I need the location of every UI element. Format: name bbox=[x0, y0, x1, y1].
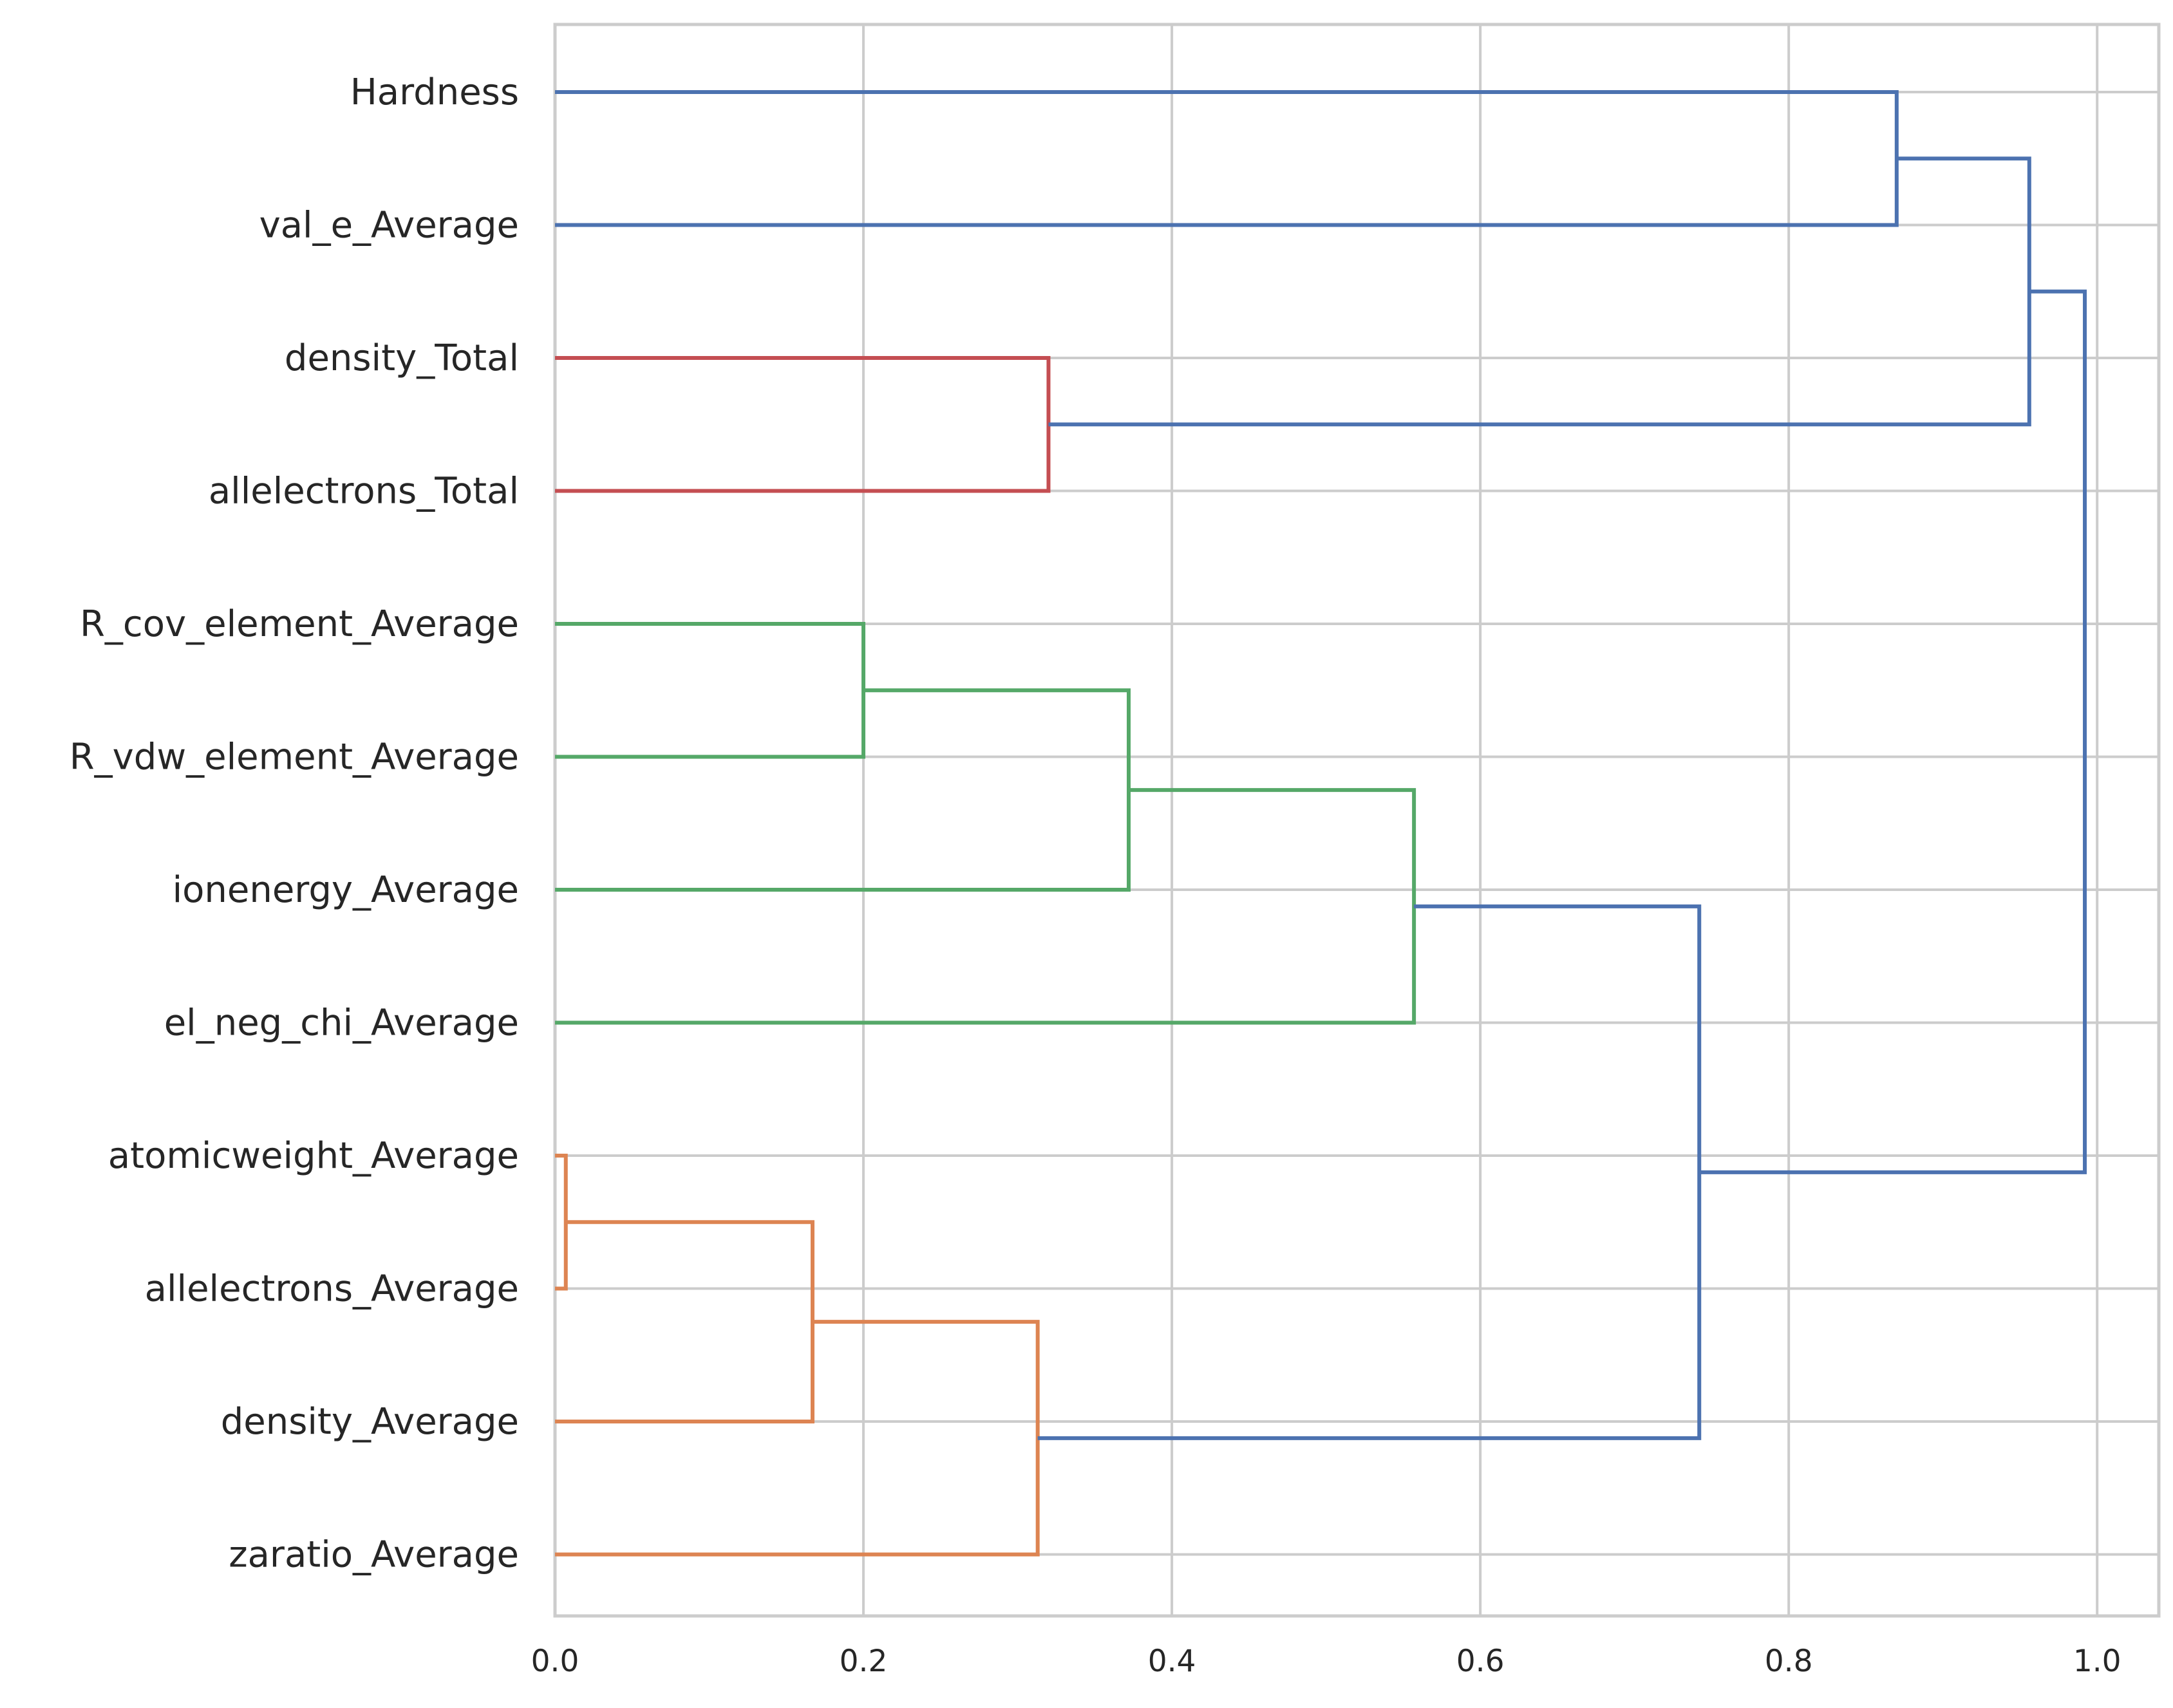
x-tick-label: 1.0 bbox=[2073, 1644, 2121, 1679]
dendrogram-link bbox=[555, 788, 1416, 1025]
dendrogram-link bbox=[555, 1154, 568, 1291]
grid-lines bbox=[554, 24, 2159, 1616]
dendrogram-link bbox=[555, 356, 1051, 493]
leaf-labels: Hardness val_e_Average density_Totalallele… bbox=[70, 71, 519, 1576]
leaf-label: allelectrons_Average bbox=[145, 1268, 519, 1310]
x-tick-label: 0.2 bbox=[840, 1644, 888, 1679]
x-tick-label: 0.0 bbox=[531, 1644, 579, 1679]
dendrogram-link bbox=[1037, 904, 1702, 1440]
dendrogram-link bbox=[555, 1220, 814, 1423]
plot-frame bbox=[553, 23, 2161, 1618]
leaf-label: atomicweight_Average bbox=[108, 1135, 519, 1177]
leaf-label: R_cov_element_Average bbox=[80, 603, 519, 645]
leaf-label: density_Average bbox=[221, 1401, 519, 1443]
x-tick-label: 0.6 bbox=[1456, 1644, 1505, 1679]
leaf-label: val_e_Average bbox=[259, 205, 519, 247]
leaf-label: density_Total bbox=[285, 337, 519, 379]
leaf-label: allelectrons_Total bbox=[209, 471, 519, 512]
leaf-label: Hardness bbox=[350, 71, 519, 113]
leaf-label: R_vdw_element_Average bbox=[70, 737, 519, 778]
dendrogram-links bbox=[555, 90, 2087, 1557]
dendrogram-link bbox=[1699, 289, 2087, 1174]
dendrogram-link bbox=[555, 622, 866, 759]
dendrogram-link bbox=[1048, 156, 2031, 427]
dendrogram-link bbox=[555, 1320, 1040, 1557]
dendrogram-link bbox=[555, 90, 1899, 227]
x-tick-label: 0.8 bbox=[1765, 1644, 1813, 1679]
x-axis-tick-labels: 0.0 0.2 0.4 0.6 0.8 1.0 bbox=[531, 1644, 2121, 1679]
leaf-label: zaratio_Average bbox=[229, 1534, 519, 1576]
dendrogram-link bbox=[555, 688, 1131, 892]
x-tick-label: 0.4 bbox=[1148, 1644, 1196, 1679]
leaf-label: el_neg_chi_Average bbox=[164, 1002, 519, 1044]
leaf-label: ionenergy_Average bbox=[173, 869, 519, 911]
